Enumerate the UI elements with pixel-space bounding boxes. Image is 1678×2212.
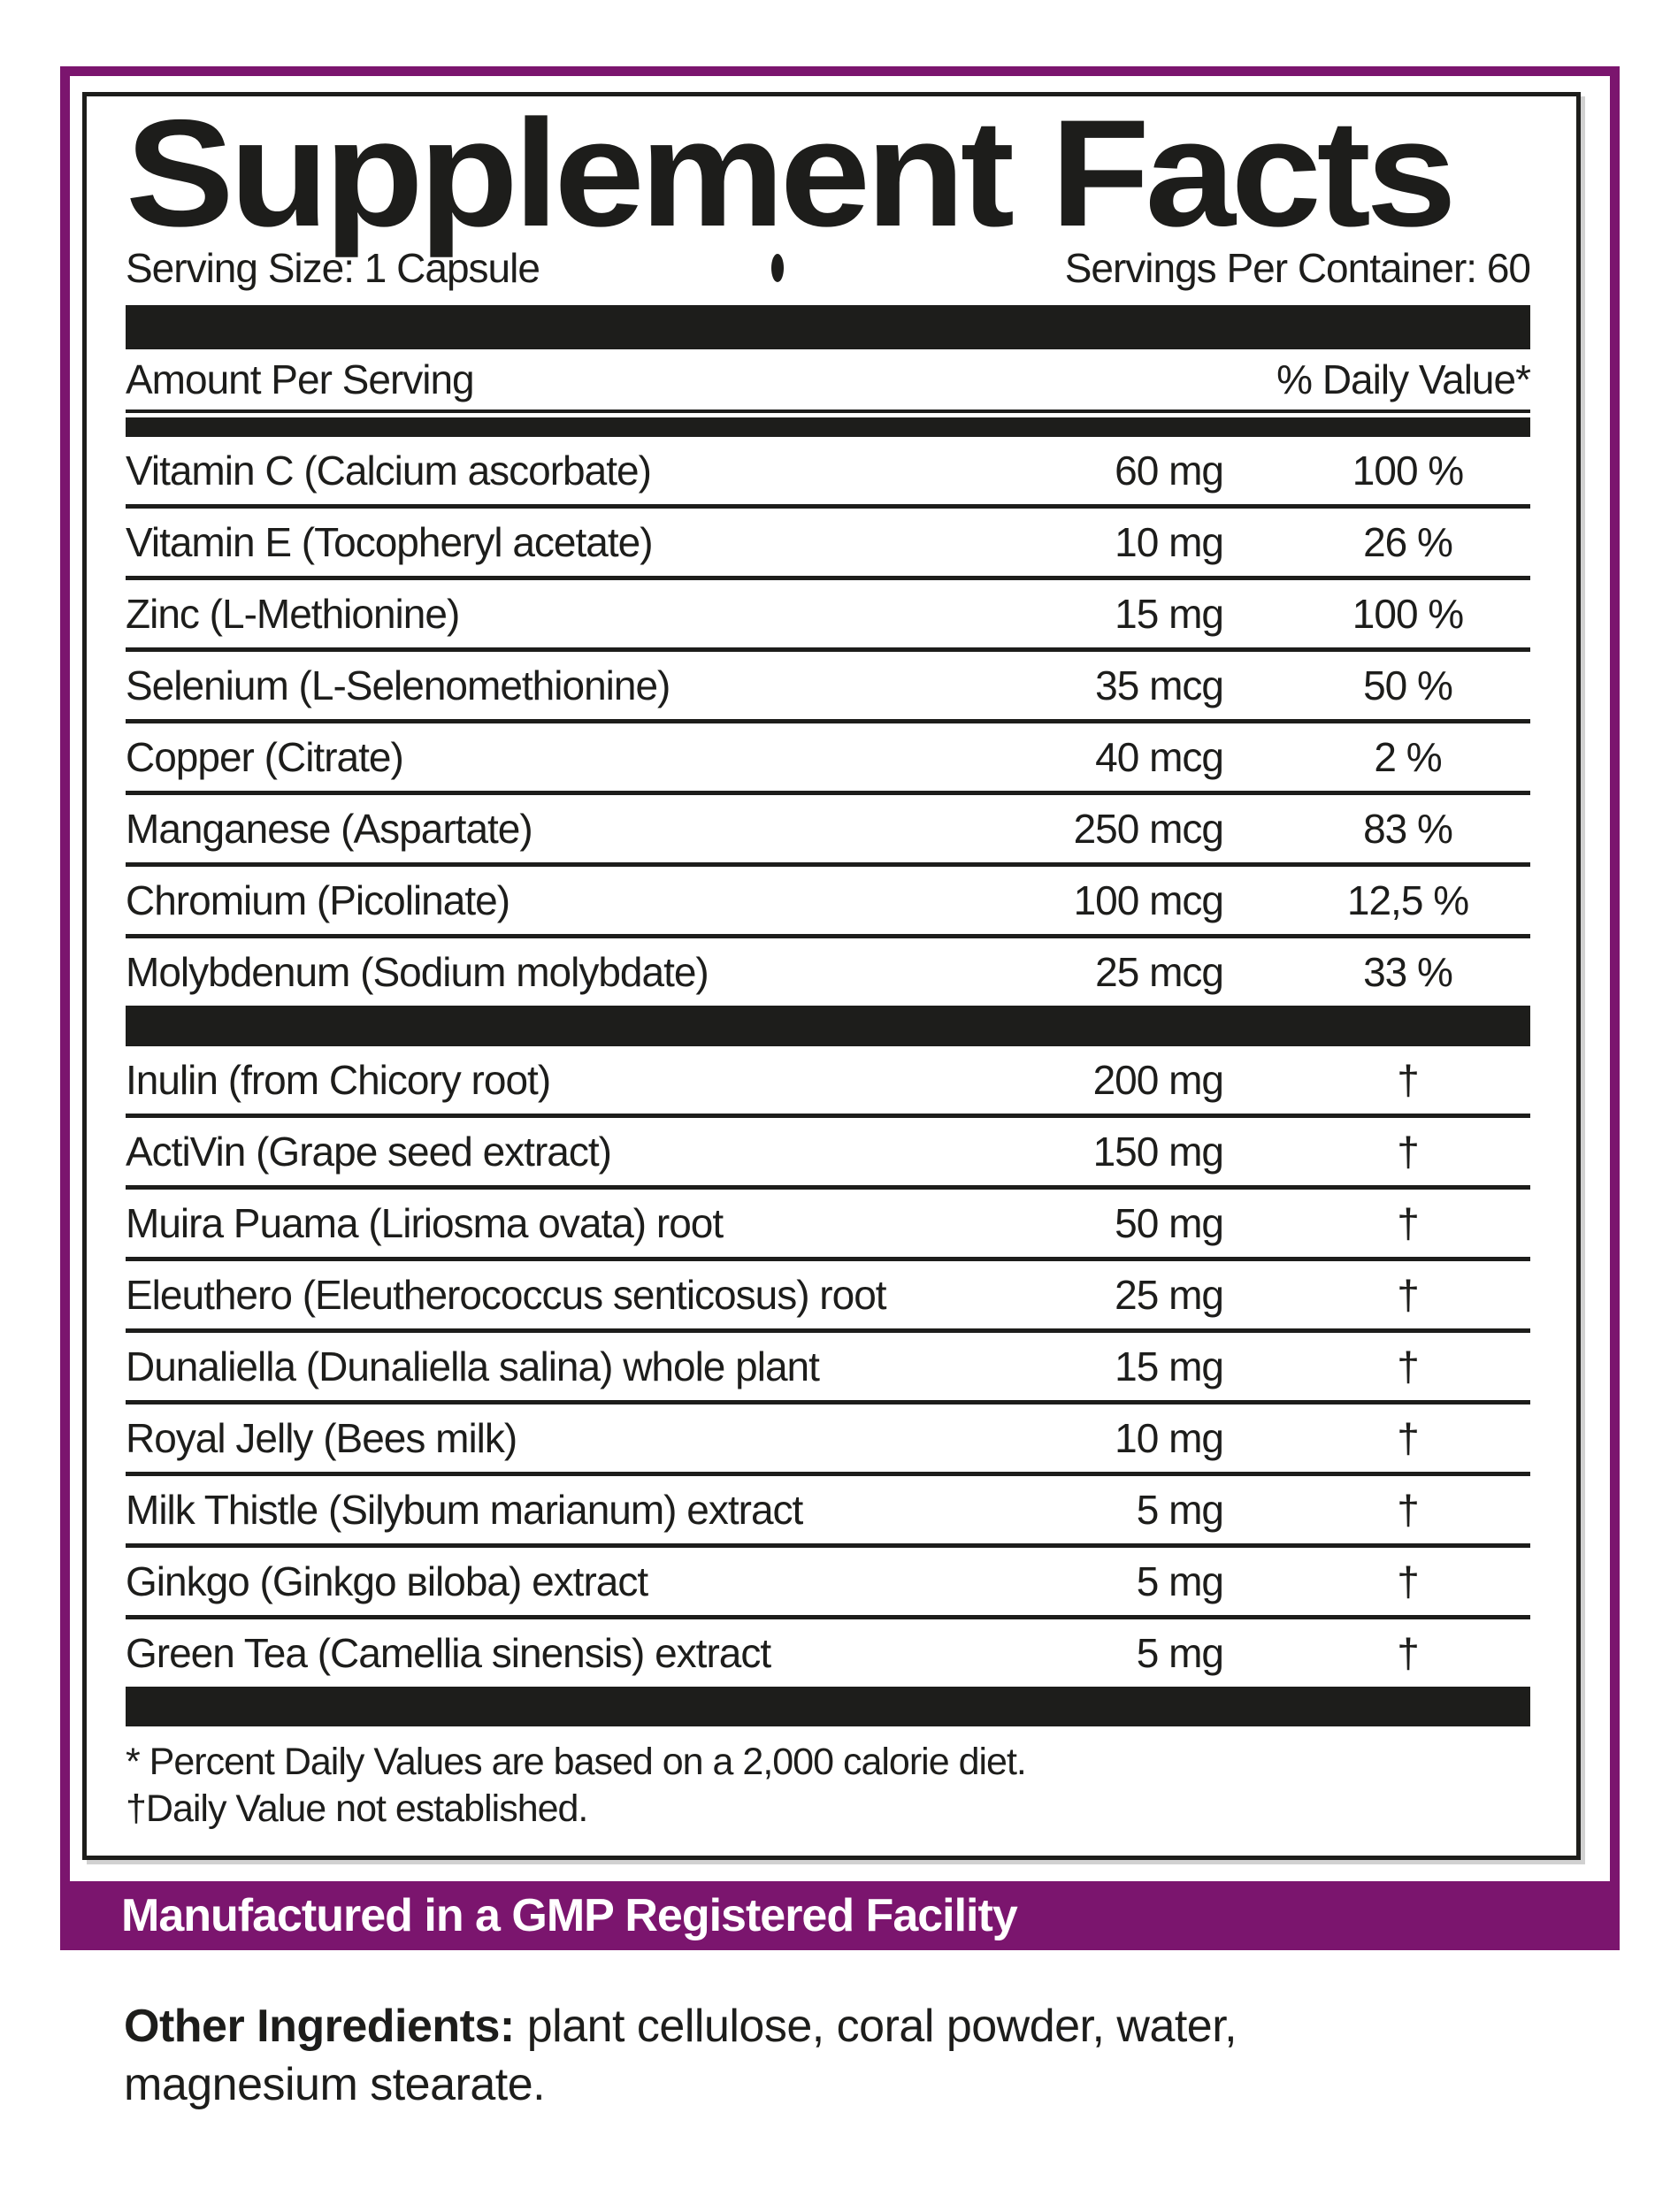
ingredient-name: Selenium (L-Selenomethionine) xyxy=(126,662,670,708)
ingredient-name: Vitamin E (Tocopheryl acetate) xyxy=(126,519,654,565)
table-row: Vitamin E (Tocopheryl acetate) 10 mg 26 … xyxy=(126,509,1530,580)
table-row: Green Tea (Camellia sinensis) extract 5 … xyxy=(126,1619,1530,1687)
ingredient-name: Zinc (L-Methionine) xyxy=(126,591,460,637)
ingredient-daily-value: 100 % xyxy=(1352,591,1464,637)
table-row: Inulin (from Chicory root) 200 mg † xyxy=(126,1046,1530,1118)
table-row: Ginkgo (Ginkgo вiloba) extract 5 mg † xyxy=(126,1548,1530,1619)
ingredient-name: Vitamin C (Calcium ascorbate) xyxy=(126,448,652,494)
thick-divider-bar-top xyxy=(126,305,1530,349)
other-ingredients-label: Other Ingredients: xyxy=(124,2001,515,2052)
table-row: Vitamin C (Calcium ascorbate) 60 mg 100 … xyxy=(126,437,1530,509)
ingredient-daily-value: † xyxy=(1397,1129,1420,1175)
ingredient-name: Manganese (Aspartate) xyxy=(126,806,533,852)
bullet-separator-icon xyxy=(771,254,784,282)
ingredient-daily-value: 100 % xyxy=(1352,448,1464,494)
ingredient-name: Chromium (Picolinate) xyxy=(126,877,510,923)
ingredient-daily-value: 50 % xyxy=(1363,662,1453,708)
purple-frame: Supplement Facts Serving Size: 1 Capsule… xyxy=(60,66,1620,1950)
footnote-asterisk: * Percent Daily Values are based on a 2,… xyxy=(126,1741,1027,1783)
ingredient-amount: 5 mg xyxy=(1136,1630,1224,1676)
ingredient-amount: 35 mcg xyxy=(1095,662,1224,708)
footnotes: * Percent Daily Values are based on a 2,… xyxy=(126,1739,1530,1833)
gmp-banner: Manufactured in a GMP Registered Facilit… xyxy=(70,1881,1610,1950)
ingredient-name: Milk Thistle (Silybum marianum) extract xyxy=(126,1487,803,1533)
table-row: Eleuthero (Eleutherococcus senticosus) r… xyxy=(126,1261,1530,1333)
ingredient-amount: 200 mg xyxy=(1092,1057,1224,1103)
amount-per-serving-header: Amount Per Serving xyxy=(126,356,475,402)
ingredient-name: ActiVin (Grape seed extract) xyxy=(126,1129,612,1175)
table-row: Manganese (Aspartate) 250 mcg 83 % xyxy=(126,795,1530,867)
ingredient-amount: 5 mg xyxy=(1136,1558,1224,1604)
other-ingredients-text: plant cellulose, coral powder, water, ma… xyxy=(124,2001,1237,2110)
ingredient-daily-value: † xyxy=(1397,1558,1420,1604)
table-row: Dunaliella (Dunaliella salina) whole pla… xyxy=(126,1333,1530,1405)
ingredient-amount: 10 mg xyxy=(1115,519,1224,565)
ingredient-name: Eleuthero (Eleutherococcus senticosus) r… xyxy=(126,1272,887,1318)
ingredient-daily-value: † xyxy=(1397,1415,1420,1461)
table-row: ActiVin (Grape seed extract) 150 mg † xyxy=(126,1118,1530,1190)
ingredient-daily-value: 12,5 % xyxy=(1346,877,1469,923)
table-row: Molybdenum (Sodium molybdate) 25 mcg 33 … xyxy=(126,938,1530,1006)
ingredient-amount: 15 mg xyxy=(1115,1343,1224,1389)
ingredient-name: Molybdenum (Sodium molybdate) xyxy=(126,949,709,995)
ingredient-name: Inulin (from Chicory root) xyxy=(126,1057,551,1103)
ingredient-daily-value: † xyxy=(1397,1200,1420,1246)
ingredient-amount: 25 mg xyxy=(1115,1272,1224,1318)
table-row: Muira Puama (Liriosma ovata) root 50 mg … xyxy=(126,1190,1530,1261)
daily-value-header: % Daily Value* xyxy=(1276,356,1531,402)
panel-title: Supplement Facts xyxy=(126,92,1530,258)
footnote-dagger: †Daily Value not established. xyxy=(126,1787,588,1830)
ingredient-daily-value: † xyxy=(1397,1057,1420,1103)
panel-title-text: Supplement Facts xyxy=(126,92,1457,258)
ingredient-name: Green Tea (Camellia sinensis) extract xyxy=(126,1630,771,1676)
ingredient-amount: 50 mg xyxy=(1115,1200,1224,1246)
ingredient-amount: 40 mcg xyxy=(1095,734,1224,780)
serving-info-row: Serving Size: 1 Capsule Servings Per Con… xyxy=(126,245,1531,291)
ingredient-daily-value: † xyxy=(1397,1343,1420,1389)
ingredient-name: Royal Jelly (Bees milk) xyxy=(126,1415,517,1461)
ingredient-daily-value: † xyxy=(1397,1272,1420,1318)
table-header-row: Amount Per Serving % Daily Value* xyxy=(126,349,1531,413)
ingredient-daily-value: † xyxy=(1397,1630,1420,1676)
ingredient-daily-value: † xyxy=(1397,1487,1420,1533)
ingredient-amount: 100 mcg xyxy=(1073,877,1224,923)
table-row: Royal Jelly (Bees milk) 10 mg † xyxy=(126,1405,1530,1476)
table-row: Chromium (Picolinate) 100 mcg 12,5 % xyxy=(126,867,1530,938)
other-ingredients: Other Ingredients: plant cellulose, coral… xyxy=(124,1997,1451,2114)
ingredient-daily-value: 33 % xyxy=(1363,949,1453,995)
ingredient-name: Copper (Citrate) xyxy=(126,734,404,780)
supplement-facts-panel: Supplement Facts Serving Size: 1 Capsule… xyxy=(82,92,1581,1860)
thin-divider-bar-header xyxy=(126,417,1530,437)
ingredient-amount: 10 mg xyxy=(1115,1415,1224,1461)
servings-per-container-text: Servings Per Container: 60 xyxy=(1064,245,1531,291)
serving-size-text: Serving Size: 1 Capsule xyxy=(126,245,540,291)
thick-divider-bar-bottom xyxy=(126,1687,1530,1726)
gmp-banner-text: Manufactured in a GMP Registered Facilit… xyxy=(121,1890,1018,1941)
ingredient-name: Ginkgo (Ginkgo вiloba) extract xyxy=(126,1558,648,1604)
ingredient-amount: 250 mcg xyxy=(1073,806,1224,852)
ingredient-amount: 5 mg xyxy=(1136,1487,1224,1533)
ingredient-daily-value: 83 % xyxy=(1363,806,1453,852)
ingredient-daily-value: 2 % xyxy=(1374,734,1442,780)
table-row: Copper (Citrate) 40 mcg 2 % xyxy=(126,723,1530,795)
table-row: Zinc (L-Methionine) 15 mg 100 % xyxy=(126,580,1530,652)
ingredient-name: Muira Puama (Liriosma ovata) root xyxy=(126,1200,724,1246)
table-row: Milk Thistle (Silybum marianum) extract … xyxy=(126,1476,1530,1548)
ingredient-daily-value: 26 % xyxy=(1363,519,1453,565)
ingredient-amount: 60 mg xyxy=(1115,448,1224,494)
ingredient-name: Dunaliella (Dunaliella salina) whole pla… xyxy=(126,1343,820,1389)
ingredient-amount: 15 mg xyxy=(1115,591,1224,637)
ingredient-amount: 25 mcg xyxy=(1095,949,1224,995)
table-row: Selenium (L-Selenomethionine) 35 mcg 50 … xyxy=(126,652,1530,723)
thick-divider-bar-middle xyxy=(126,1006,1530,1046)
ingredient-amount: 150 mg xyxy=(1092,1129,1224,1175)
